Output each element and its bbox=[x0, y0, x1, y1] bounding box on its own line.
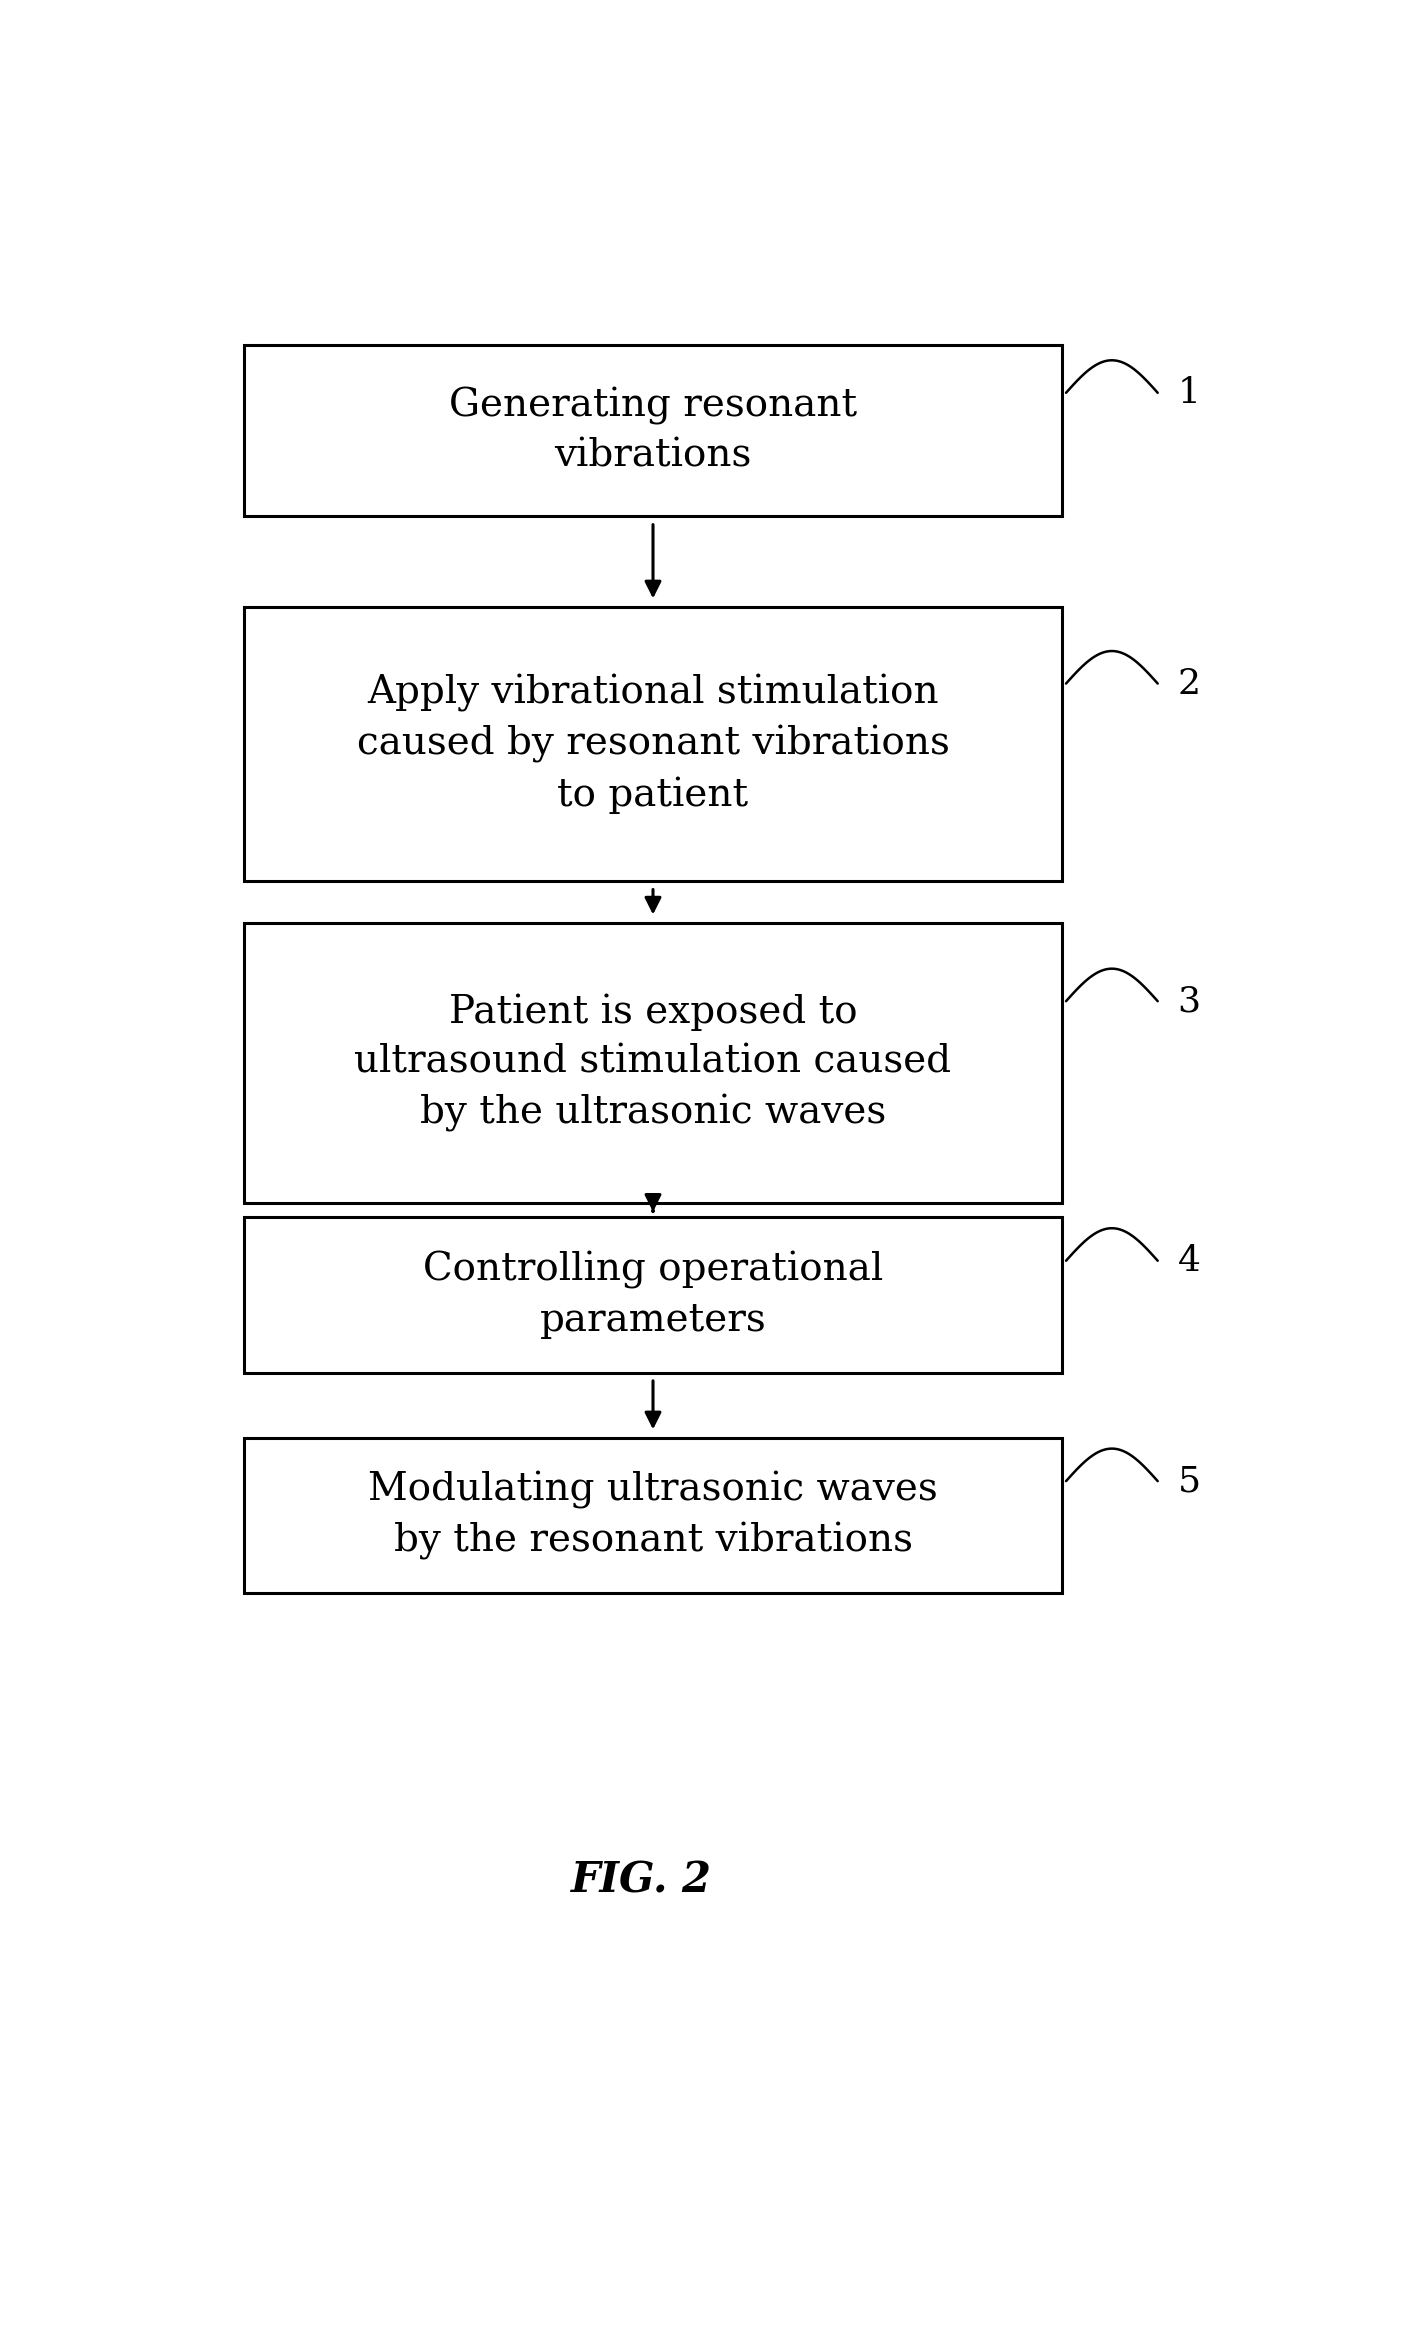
Text: Generating resonant
vibrations: Generating resonant vibrations bbox=[449, 387, 856, 474]
Text: FIG. 2: FIG. 2 bbox=[571, 1858, 712, 1900]
Bar bbox=[245, 345, 1062, 516]
Bar bbox=[245, 1438, 1062, 1593]
Text: 4: 4 bbox=[1177, 1243, 1201, 1279]
Text: Controlling operational
parameters: Controlling operational parameters bbox=[423, 1250, 884, 1340]
Text: 3: 3 bbox=[1177, 985, 1201, 1018]
Bar bbox=[245, 608, 1062, 882]
Bar bbox=[245, 922, 1062, 1203]
Text: 2: 2 bbox=[1177, 666, 1201, 701]
Text: 5: 5 bbox=[1177, 1464, 1201, 1499]
Text: Patient is exposed to
ultrasound stimulation caused
by the ultrasonic waves: Patient is exposed to ultrasound stimula… bbox=[355, 992, 952, 1133]
Text: Apply vibrational stimulation
caused by resonant vibrations
to patient: Apply vibrational stimulation caused by … bbox=[356, 673, 949, 814]
Text: 1: 1 bbox=[1177, 375, 1201, 411]
Bar bbox=[245, 1218, 1062, 1372]
Text: Modulating ultrasonic waves
by the resonant vibrations: Modulating ultrasonic waves by the reson… bbox=[368, 1471, 938, 1560]
